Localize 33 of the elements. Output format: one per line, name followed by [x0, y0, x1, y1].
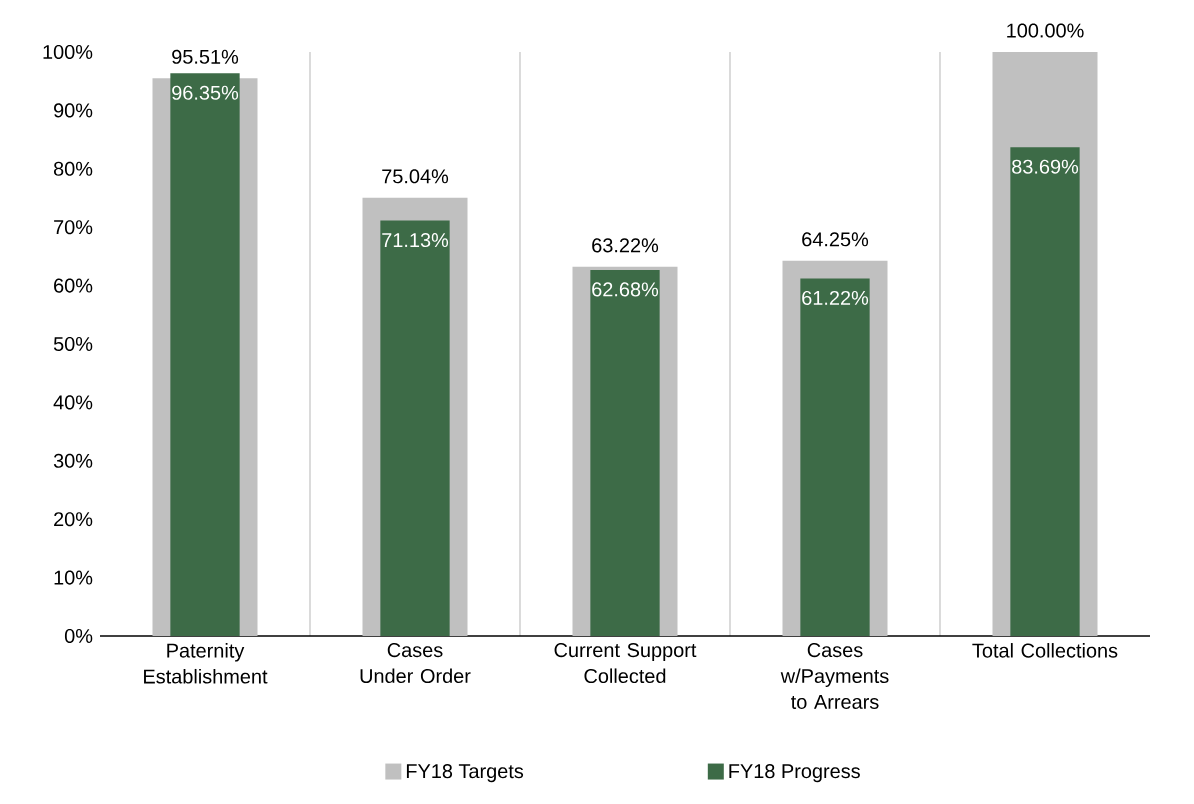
data-label: 83.69% — [1012, 159, 1079, 174]
y-tick-label: 10% — [54, 570, 93, 585]
y-tick-label: 80% — [53, 161, 93, 176]
data-label: 95.51% — [172, 49, 239, 64]
legend-label: FY18 Targets — [406, 764, 524, 783]
x-tick-label: Cases w/Payments to Arrears — [780, 643, 889, 709]
legend-label: FY18 Progress — [729, 764, 860, 783]
y-tick-label: 70% — [54, 220, 93, 235]
data-label: 100.00% — [1007, 23, 1084, 38]
data-label: 61.22% — [802, 290, 869, 305]
x-tick-label: Total Collections — [972, 643, 1118, 658]
bar — [170, 73, 240, 636]
bar — [590, 269, 660, 636]
bar — [1010, 147, 1080, 636]
y-tick-label: 40% — [53, 395, 93, 410]
bar — [800, 278, 870, 636]
data-label: 75.04% — [382, 169, 449, 184]
y-tick-label: 20% — [54, 512, 93, 527]
x-tick-label: Cases Under Order — [360, 643, 471, 684]
y-tick-label: 100% — [43, 44, 93, 60]
data-label: 96.35% — [172, 85, 239, 100]
bar — [380, 220, 450, 636]
data-label: 64.25% — [802, 232, 869, 247]
y-tick-label: 90% — [54, 103, 93, 118]
x-tick-label: Current Support Collected — [554, 643, 697, 684]
y-tick-label: 60% — [54, 278, 93, 293]
data-label: 62.68% — [592, 282, 659, 297]
y-tick-label: 30% — [53, 453, 93, 468]
data-label: 63.22% — [592, 238, 659, 253]
y-tick-label: 0% — [64, 628, 93, 644]
x-tick-label: Paternity Establishment — [144, 643, 268, 684]
data-label: 71.13% — [382, 233, 449, 248]
y-tick-label: 50% — [53, 336, 93, 352]
